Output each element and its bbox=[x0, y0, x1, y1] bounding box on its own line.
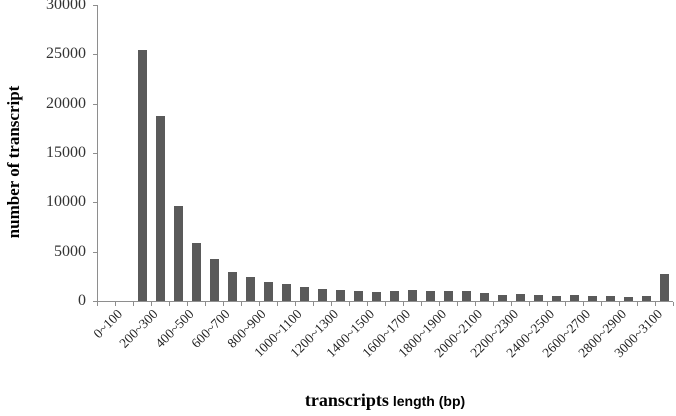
bar bbox=[227, 271, 237, 301]
plot-area bbox=[97, 5, 673, 302]
x-tick-mark bbox=[421, 302, 422, 306]
bar bbox=[389, 291, 399, 301]
bar bbox=[299, 286, 309, 301]
y-tick-label: 10000 bbox=[46, 193, 86, 210]
bar bbox=[443, 291, 453, 301]
x-tick-mark bbox=[511, 302, 512, 306]
bar bbox=[425, 290, 435, 301]
x-tick-mark bbox=[223, 302, 224, 306]
bar bbox=[371, 291, 381, 301]
bar bbox=[659, 273, 669, 301]
x-tick-mark bbox=[529, 302, 530, 306]
x-tick-mark bbox=[187, 302, 188, 306]
y-tick-mark bbox=[93, 153, 97, 154]
bar bbox=[587, 296, 597, 301]
bar bbox=[353, 291, 363, 301]
x-tick-mark bbox=[97, 302, 98, 306]
y-tick-label: 5000 bbox=[54, 243, 86, 260]
x-axis-title: transcripts length (bp) bbox=[97, 390, 673, 411]
bar bbox=[479, 293, 489, 301]
x-tick-mark bbox=[277, 302, 278, 306]
x-tick-mark bbox=[133, 302, 134, 306]
bar bbox=[515, 294, 525, 301]
x-tick-label: 600~700 bbox=[188, 306, 233, 351]
y-tick-mark bbox=[93, 202, 97, 203]
y-tick-label: 15000 bbox=[46, 144, 86, 161]
bar bbox=[569, 295, 579, 301]
y-tick-mark bbox=[93, 5, 97, 6]
bar bbox=[551, 296, 561, 301]
y-tick-label: 30000 bbox=[46, 0, 86, 13]
x-tick-mark bbox=[169, 302, 170, 306]
x-tick-mark bbox=[637, 302, 638, 306]
y-tick-label: 25000 bbox=[46, 45, 86, 62]
x-tick-mark bbox=[385, 302, 386, 306]
bar bbox=[461, 291, 471, 301]
y-tick-label: 0 bbox=[78, 292, 86, 309]
x-tick-mark bbox=[475, 302, 476, 306]
bar bbox=[155, 115, 165, 301]
bar bbox=[533, 295, 543, 301]
x-tick-mark bbox=[313, 302, 314, 306]
y-tick-mark bbox=[93, 252, 97, 253]
bar bbox=[263, 281, 273, 301]
x-axis-title-unit: length (bp) bbox=[392, 393, 466, 409]
bar bbox=[173, 205, 183, 301]
x-tick-mark bbox=[349, 302, 350, 306]
bar bbox=[641, 296, 651, 301]
x-tick-mark bbox=[601, 302, 602, 306]
bar bbox=[209, 259, 219, 301]
y-tick-mark bbox=[93, 301, 97, 302]
x-tick-mark bbox=[331, 302, 332, 306]
x-tick-mark bbox=[547, 302, 548, 306]
x-tick-mark bbox=[205, 302, 206, 306]
x-tick-mark bbox=[151, 302, 152, 306]
x-tick-mark bbox=[655, 302, 656, 306]
bar bbox=[317, 288, 327, 301]
x-tick-mark bbox=[583, 302, 584, 306]
bar bbox=[281, 284, 291, 301]
x-tick-mark bbox=[439, 302, 440, 306]
bar bbox=[605, 296, 615, 301]
bar bbox=[137, 50, 147, 301]
bar bbox=[497, 294, 507, 301]
y-tick-label: 20000 bbox=[46, 95, 86, 112]
x-tick-mark bbox=[493, 302, 494, 306]
y-tick-mark bbox=[93, 104, 97, 105]
x-tick-label: 400~500 bbox=[152, 306, 197, 351]
y-tick-mark bbox=[93, 54, 97, 55]
x-tick-mark bbox=[673, 302, 674, 306]
x-tick-mark bbox=[565, 302, 566, 306]
bar bbox=[245, 277, 255, 301]
x-tick-mark bbox=[259, 302, 260, 306]
x-axis-title-main: transcripts bbox=[304, 390, 389, 410]
x-tick-mark bbox=[619, 302, 620, 306]
bar bbox=[407, 289, 417, 301]
bar bbox=[623, 297, 633, 301]
x-tick-label: 200~300 bbox=[116, 306, 161, 351]
x-tick-mark bbox=[115, 302, 116, 306]
x-tick-mark bbox=[457, 302, 458, 306]
x-tick-mark bbox=[403, 302, 404, 306]
x-tick-mark bbox=[367, 302, 368, 306]
x-tick-mark bbox=[295, 302, 296, 306]
bar bbox=[335, 289, 345, 301]
bar bbox=[191, 242, 201, 301]
x-tick-mark bbox=[241, 302, 242, 306]
